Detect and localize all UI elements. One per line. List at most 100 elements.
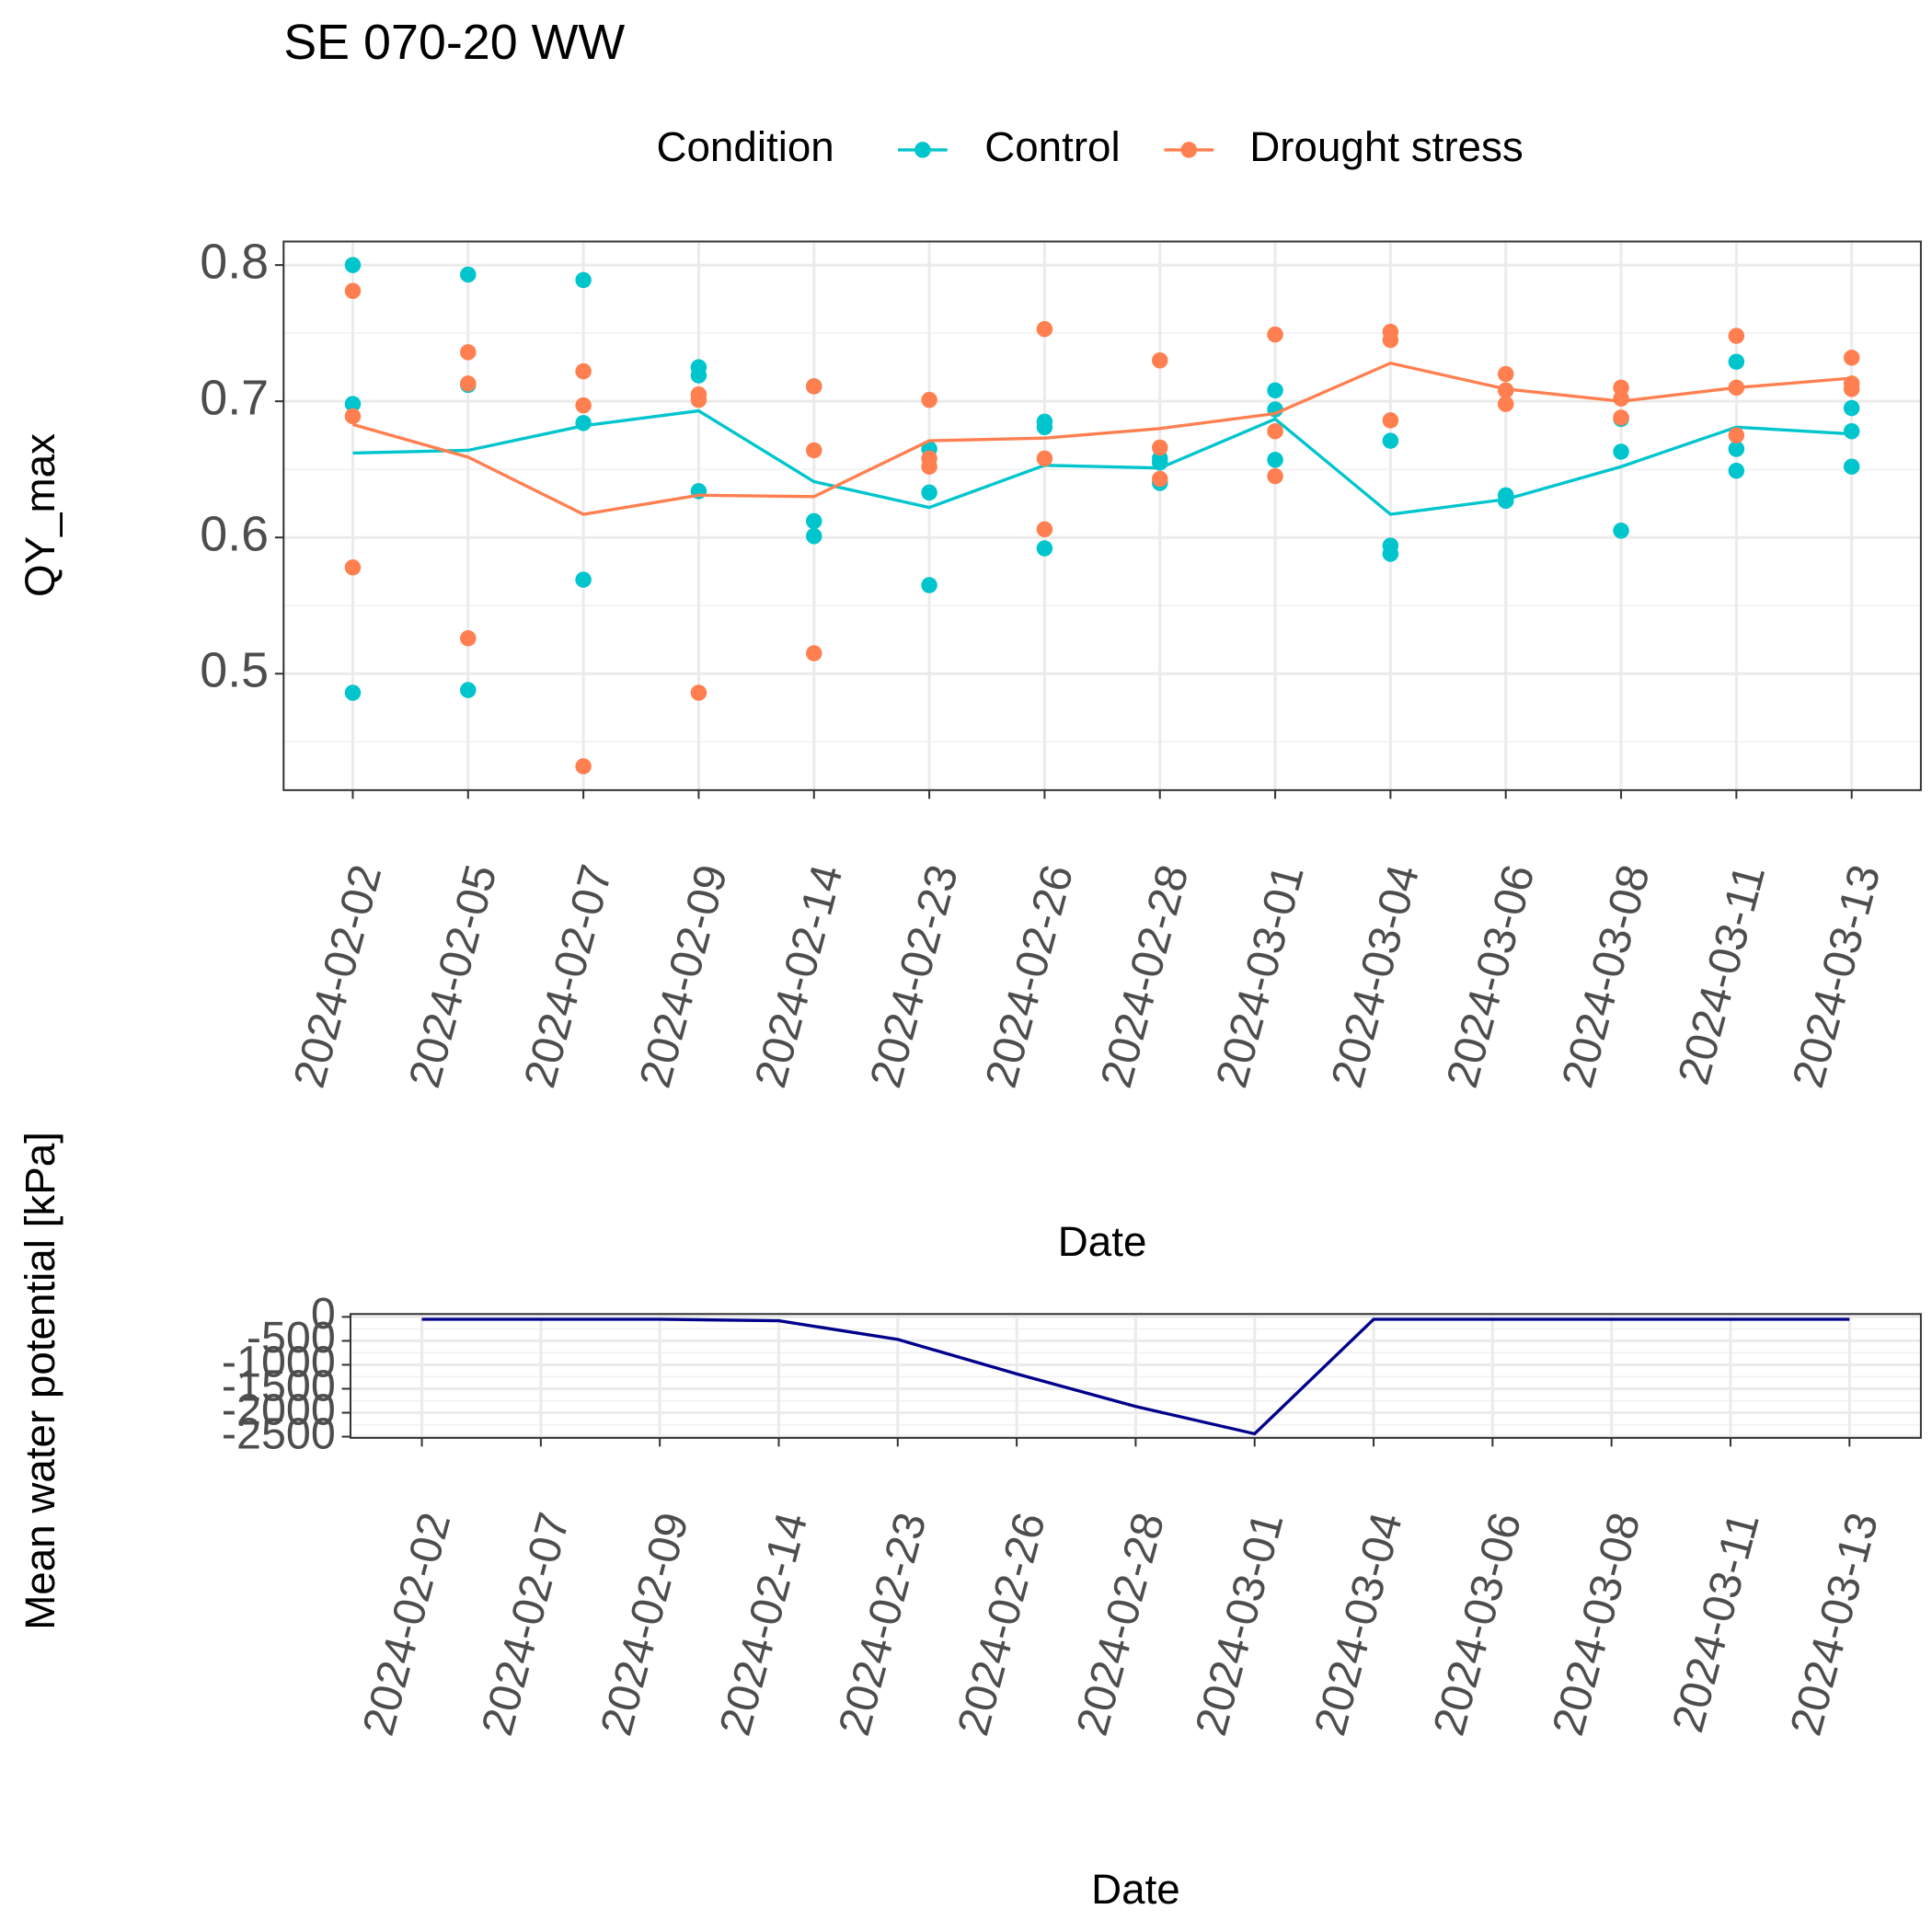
data-point <box>1728 353 1745 370</box>
x-tick-label: 2024-03-04 <box>1305 1508 1412 1741</box>
data-point <box>1151 439 1168 456</box>
data-point <box>344 282 362 299</box>
data-point <box>1497 396 1514 412</box>
data-point <box>806 442 822 459</box>
data-point <box>1151 470 1168 488</box>
x-tick-label: 2024-02-02 <box>284 859 391 1092</box>
data-point <box>806 645 822 661</box>
y-tick-label: 0.7 <box>200 370 269 425</box>
x-tick-label: 2024-02-28 <box>1067 1508 1174 1741</box>
data-point <box>1728 379 1745 397</box>
data-point <box>1843 399 1860 417</box>
data-point <box>921 391 937 408</box>
data-point <box>460 266 477 283</box>
data-point <box>575 362 592 380</box>
data-point <box>690 684 707 701</box>
data-point <box>806 378 822 395</box>
data-point <box>344 684 362 701</box>
y-tick-label: -500 <box>247 1313 336 1363</box>
data-point <box>1267 326 1283 343</box>
data-point <box>1036 419 1053 436</box>
data-point <box>1036 521 1053 538</box>
data-point <box>1382 412 1399 429</box>
data-point <box>344 559 362 576</box>
x-tick-label: 2024-02-26 <box>976 859 1083 1092</box>
data-point <box>575 758 592 775</box>
x-tick-label: 2024-02-14 <box>710 1508 817 1741</box>
x-tick-label: 2024-02-23 <box>861 859 968 1092</box>
y-tick-label: 0.6 <box>200 506 269 561</box>
y-axis-label: QY_max <box>17 433 63 597</box>
y-tick-label: 0.8 <box>200 234 269 289</box>
panel-background <box>283 241 1921 790</box>
y-tick-label: -1500 <box>222 1361 336 1410</box>
x-tick-label: 2024-02-26 <box>949 1508 1055 1741</box>
data-point <box>1497 365 1514 383</box>
data-point <box>1267 467 1283 485</box>
data-point <box>1382 432 1399 449</box>
data-point <box>575 571 592 588</box>
y-tick-label: 0 <box>311 1289 336 1339</box>
data-point <box>1267 422 1283 440</box>
x-tick-label: 2024-03-13 <box>1781 1508 1888 1741</box>
x-tick-label: 2024-03-06 <box>1437 859 1544 1092</box>
x-tick-label: 2024-02-05 <box>399 859 506 1092</box>
x-tick-label: 2024-02-28 <box>1091 859 1198 1092</box>
data-point <box>344 396 362 412</box>
series-line <box>421 1317 1850 1436</box>
data-point <box>575 397 592 414</box>
y-tick-label: -2500 <box>222 1409 336 1458</box>
y-tick-label: -2000 <box>222 1385 336 1434</box>
data-point <box>1728 427 1745 443</box>
data-point <box>1267 452 1283 468</box>
data-point <box>1613 443 1629 460</box>
data-point <box>460 630 477 647</box>
data-point <box>1843 381 1860 397</box>
x-axis-label: Date <box>1091 1866 1180 1913</box>
data-point <box>1728 328 1745 344</box>
x-tick-label: 2024-03-08 <box>1543 1508 1650 1741</box>
data-point <box>575 271 592 289</box>
legend-label: Drought stress <box>1249 123 1524 170</box>
x-tick-label: 2024-03-06 <box>1424 1508 1531 1741</box>
panel-border <box>282 240 1922 791</box>
data-point <box>1497 382 1514 399</box>
x-tick-label: 2024-03-11 <box>1662 1508 1768 1738</box>
data-point <box>806 512 822 530</box>
x-tick-label: 2024-03-04 <box>1322 859 1429 1092</box>
data-point <box>1151 454 1168 471</box>
x-tick-label: 2024-02-09 <box>592 1508 698 1741</box>
data-point <box>575 415 592 431</box>
data-point <box>921 577 937 593</box>
data-point <box>460 344 477 361</box>
data-point <box>1497 492 1514 509</box>
x-tick-label: 2024-03-01 <box>1186 1508 1293 1741</box>
legend-key-point <box>914 142 931 158</box>
x-tick-label: 2024-02-23 <box>829 1508 936 1741</box>
data-point <box>460 375 477 392</box>
x-tick-label: 2024-03-01 <box>1207 859 1314 1092</box>
data-point <box>921 458 937 475</box>
data-point <box>1843 422 1860 440</box>
x-tick-label: 2024-03-13 <box>1783 859 1890 1092</box>
panel-border <box>349 1313 1922 1439</box>
data-point <box>1151 351 1168 369</box>
x-tick-label: 2024-03-11 <box>1669 859 1775 1089</box>
data-point <box>690 367 707 384</box>
data-point <box>1728 462 1745 479</box>
y-tick-label: -1000 <box>222 1337 336 1386</box>
legend-title: Condition <box>656 123 834 170</box>
x-tick-label: 2024-02-07 <box>472 1508 579 1741</box>
data-point <box>1613 409 1629 426</box>
series-line <box>352 361 1852 516</box>
series-line <box>352 408 1852 516</box>
data-point <box>1382 331 1399 349</box>
legend-key-point <box>1180 142 1198 158</box>
x-tick-label: 2024-02-07 <box>515 859 622 1092</box>
data-point <box>1843 458 1860 475</box>
x-tick-label: 2024-02-09 <box>630 859 737 1092</box>
data-point <box>460 682 477 698</box>
x-tick-label: 2024-02-14 <box>745 859 852 1092</box>
